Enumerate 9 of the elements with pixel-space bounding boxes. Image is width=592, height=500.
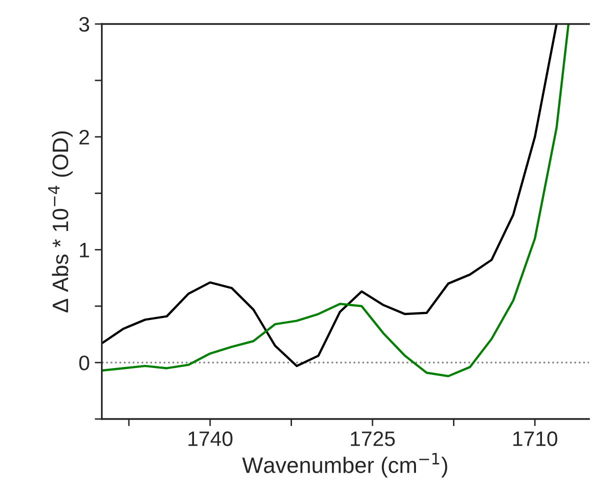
- x-axis-title: Wavenumber (cm$^{−1}$): [242, 453, 448, 478]
- x-tick-label: 1740: [188, 431, 232, 446]
- y-tick-label: 1: [80, 242, 90, 258]
- y-tick-label: 0: [79, 356, 90, 370]
- y-tick-label: 3: [79, 17, 90, 32]
- x-tick-label: 1725: [350, 431, 395, 446]
- y-tick-label: 2: [79, 130, 89, 144]
- x-tick-label: 1710: [513, 431, 558, 446]
- y-axis-title: Δ Abs * 10$^{−4}$ (OD): [48, 131, 73, 312]
